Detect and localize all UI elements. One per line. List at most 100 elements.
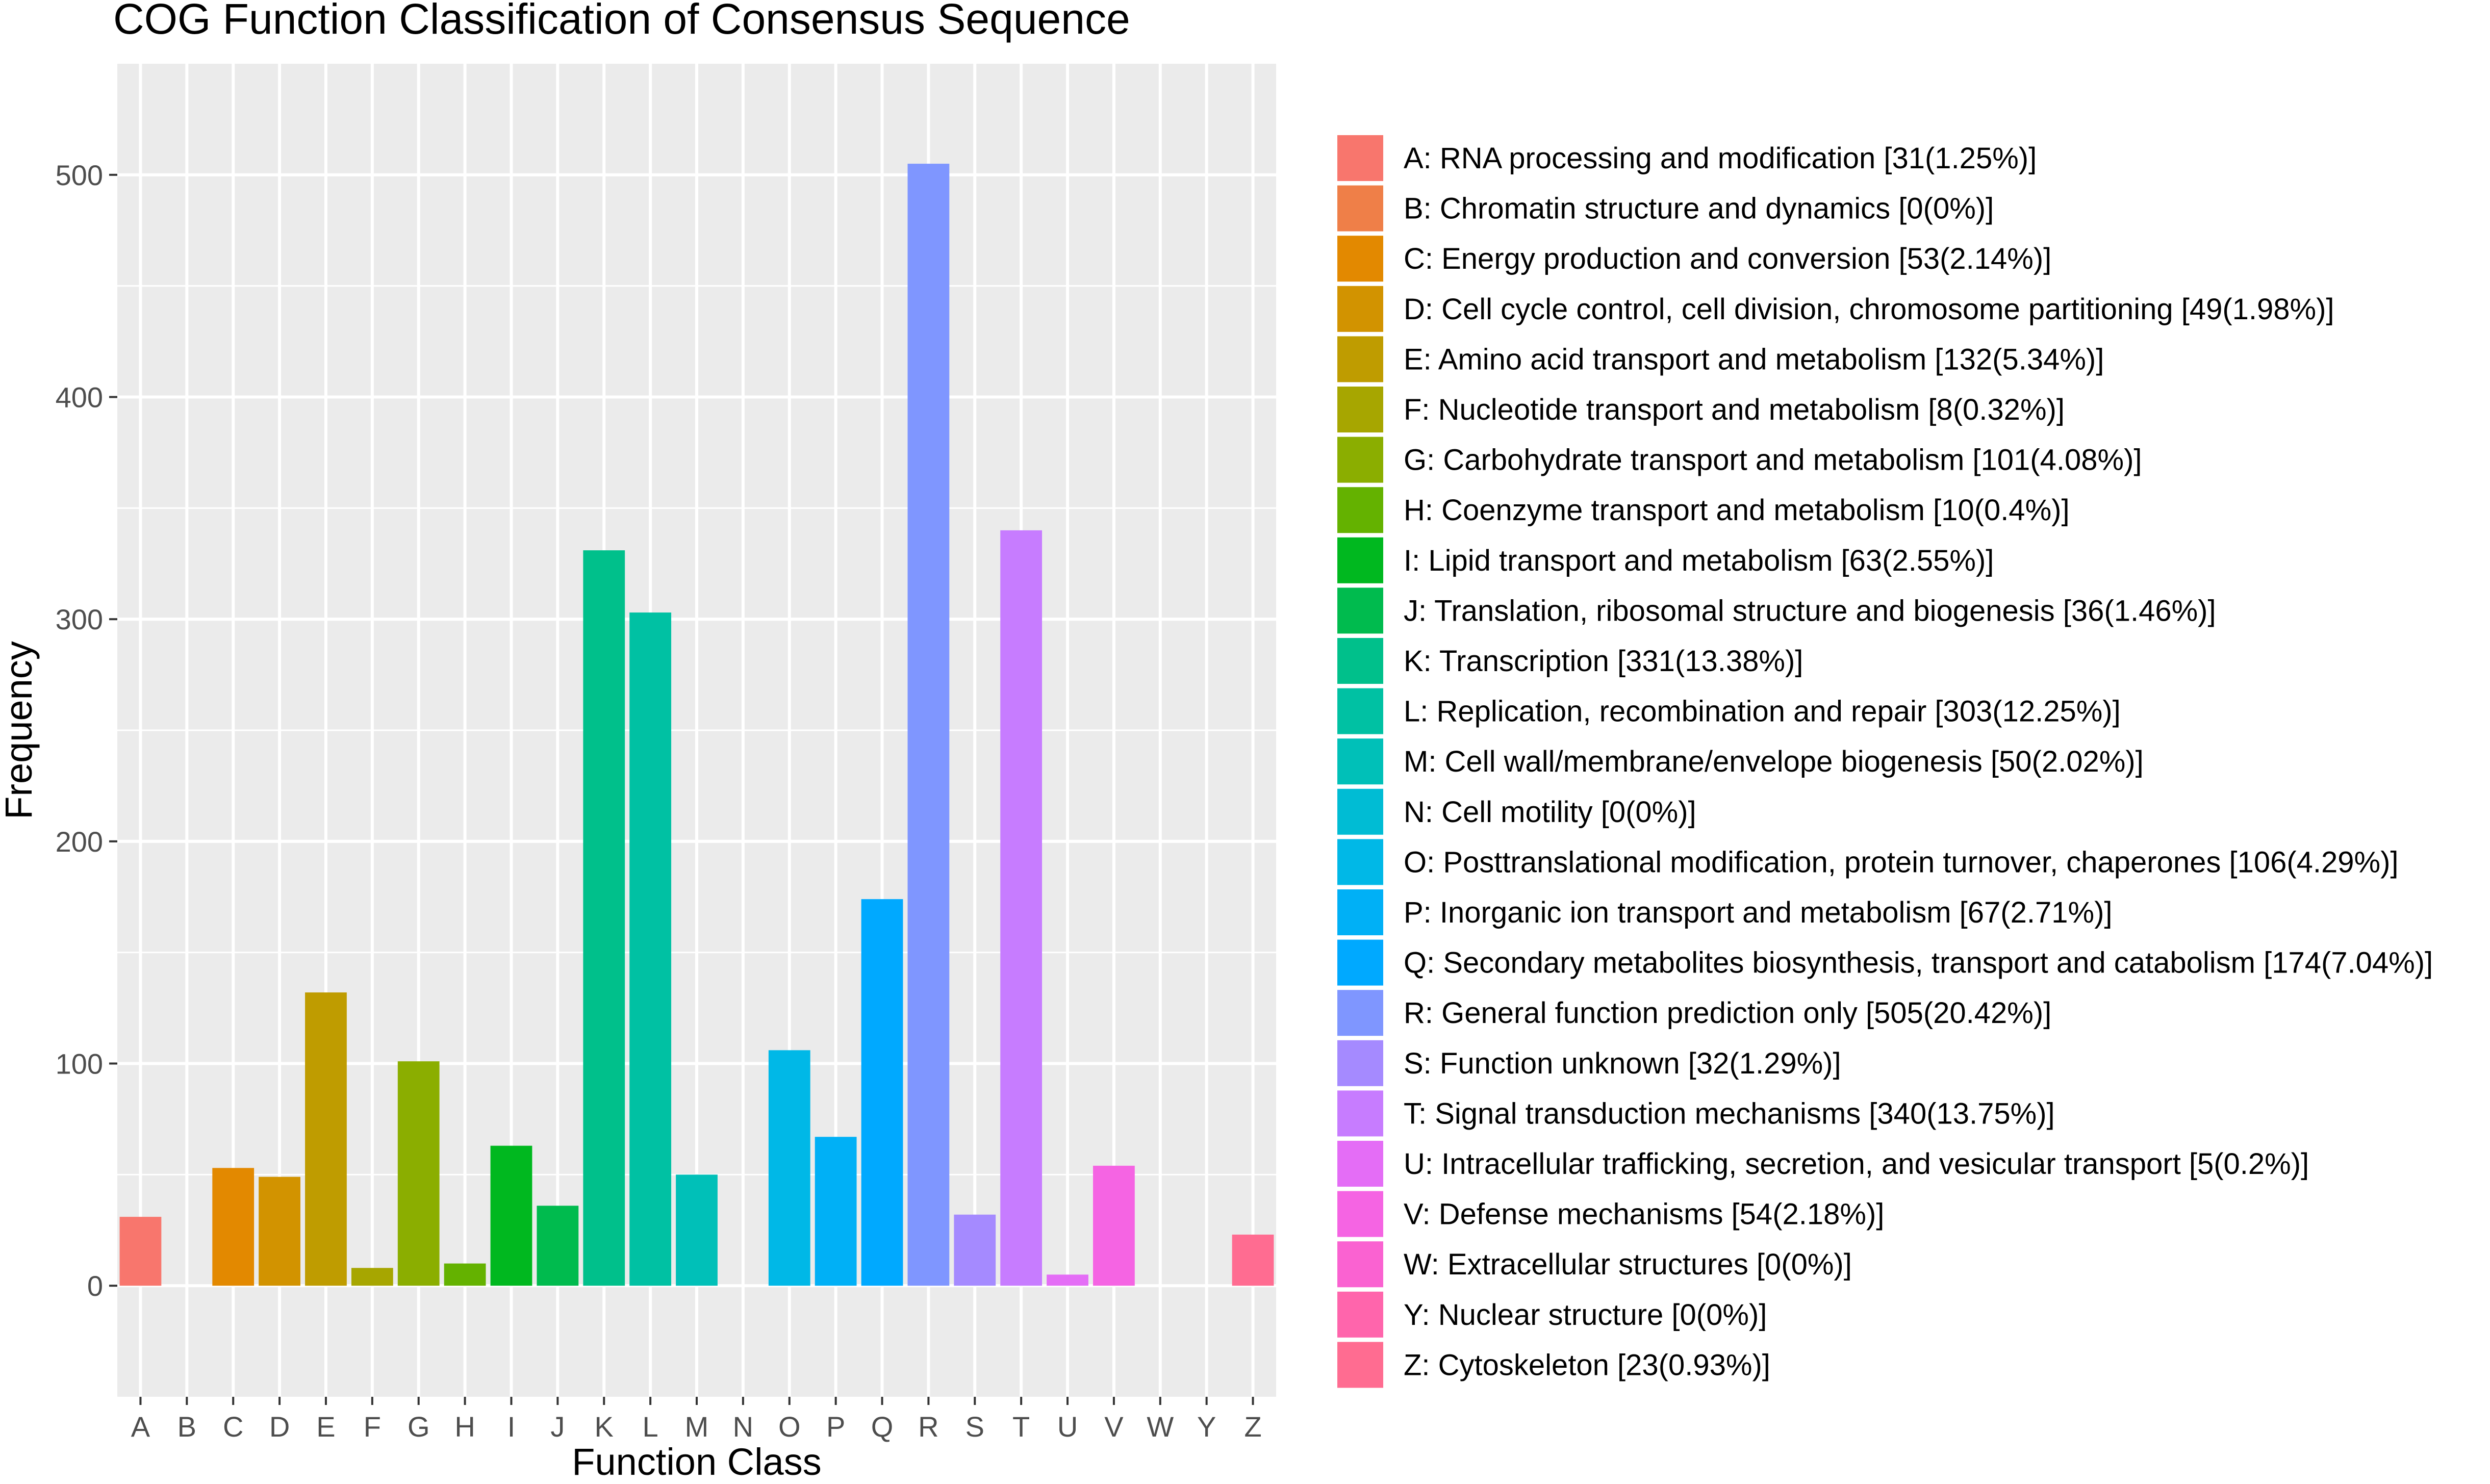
legend-key-F — [1337, 387, 1383, 432]
bar-R — [907, 164, 950, 1286]
legend-key-S — [1337, 1040, 1383, 1086]
bar-I — [490, 1145, 532, 1286]
bar-Z — [1232, 1234, 1274, 1286]
legend-label-W: W: Extracellular structures [0(0%)] — [1404, 1248, 1852, 1281]
legend-key-P — [1337, 889, 1383, 935]
x-tick-label: F — [364, 1411, 381, 1443]
x-tick-label: D — [269, 1411, 290, 1443]
legend-label-H: H: Coenzyme transport and metabolism [10… — [1404, 494, 2070, 527]
legend-key-D — [1337, 286, 1383, 332]
legend-key-T — [1337, 1090, 1383, 1137]
legend-key-C — [1337, 236, 1383, 282]
bar-E — [305, 992, 347, 1286]
legend-key-M — [1337, 738, 1383, 785]
bar-S — [954, 1214, 996, 1286]
legend-key-G — [1337, 437, 1383, 483]
x-tick-label: C — [223, 1411, 243, 1443]
bars — [119, 164, 1274, 1286]
x-tick-label: R — [918, 1411, 938, 1443]
x-tick-label: Z — [1244, 1411, 1261, 1443]
x-tick-label: K — [595, 1411, 614, 1443]
legend-key-U — [1337, 1141, 1383, 1187]
legend-label-L: L: Replication, recombination and repair… — [1404, 695, 2121, 728]
legend-label-C: C: Energy production and conversion [53(… — [1404, 242, 2051, 275]
x-tick-label: P — [826, 1411, 845, 1443]
y-axis-title: Frequency — [0, 641, 40, 820]
legend-key-O — [1337, 839, 1383, 885]
x-tick-label: O — [778, 1411, 801, 1443]
x-tick-label: A — [131, 1411, 150, 1443]
legend-label-B: B: Chromatin structure and dynamics [0(0… — [1404, 192, 1994, 225]
bar-F — [351, 1268, 393, 1286]
bar-M — [676, 1174, 718, 1286]
bar-U — [1047, 1274, 1088, 1286]
legend-label-N: N: Cell motility [0(0%)] — [1404, 796, 1696, 829]
x-tick-label: B — [177, 1411, 196, 1443]
legend-key-R — [1337, 990, 1383, 1036]
x-tick-label: M — [685, 1411, 709, 1443]
legend-key-H — [1337, 487, 1383, 533]
x-tick-label: G — [408, 1411, 430, 1443]
legend-label-Q: Q: Secondary metabolites biosynthesis, t… — [1404, 946, 2433, 980]
legend-label-F: F: Nucleotide transport and metabolism [… — [1404, 393, 2065, 426]
legend-label-J: J: Translation, ribosomal structure and … — [1404, 594, 2216, 627]
legend-label-M: M: Cell wall/membrane/envelope biogenesi… — [1404, 745, 2144, 778]
legend-key-W — [1337, 1241, 1383, 1288]
legend-key-A — [1337, 135, 1383, 181]
bar-D — [259, 1176, 300, 1286]
legend-label-U: U: Intracellular trafficking, secretion,… — [1404, 1147, 2309, 1181]
legend-label-D: D: Cell cycle control, cell division, ch… — [1404, 293, 2334, 326]
legend-key-E — [1337, 336, 1383, 382]
x-tick-label: I — [507, 1411, 516, 1443]
legend-key-B — [1337, 185, 1383, 232]
bar-H — [444, 1263, 486, 1286]
x-tick-label: U — [1057, 1411, 1078, 1443]
legend-key-K — [1337, 638, 1383, 684]
x-tick-label: Y — [1197, 1411, 1216, 1443]
legend-key-L — [1337, 688, 1383, 734]
legend-key-Y — [1337, 1291, 1383, 1338]
legend-label-I: I: Lipid transport and metabolism [63(2.… — [1404, 544, 1994, 577]
legend-label-E: E: Amino acid transport and metabolism [… — [1404, 343, 2104, 376]
x-tick-label: W — [1147, 1411, 1174, 1443]
x-tick-label: J — [550, 1411, 565, 1443]
bar-Q — [861, 899, 903, 1286]
legend-key-V — [1337, 1191, 1383, 1237]
x-tick-label: V — [1104, 1411, 1124, 1443]
axes: 0 100 200 300 400 500 A B C D E F G H I J K L M N O P Q R S T U V W Y… — [56, 159, 1262, 1443]
legend-label-Y: Y: Nuclear structure [0(0%)] — [1404, 1298, 1767, 1332]
legend-label-K: K: Transcription [331(13.38%)] — [1404, 645, 1803, 678]
legend-label-T: T: Signal transduction mechanisms [340(1… — [1404, 1097, 2055, 1130]
bar-T — [1000, 530, 1043, 1286]
legend-key-J — [1337, 587, 1383, 634]
legend-key-N — [1337, 788, 1383, 835]
x-axis-title: Function Class — [572, 1441, 821, 1483]
y-tick-label: 200 — [56, 826, 103, 858]
legend-label-G: G: Carbohydrate transport and metabolism… — [1404, 444, 2142, 477]
x-tick-label: S — [965, 1411, 984, 1443]
bar-G — [397, 1061, 440, 1286]
bar-V — [1093, 1165, 1135, 1286]
y-tick-label: 100 — [56, 1048, 103, 1080]
y-tick-label: 0 — [87, 1270, 103, 1302]
legend-label-O: O: Posttranslational modification, prote… — [1404, 846, 2399, 879]
y-tick-label: 400 — [56, 381, 103, 414]
legend-label-V: V: Defense mechanisms [54(2.18%)] — [1404, 1198, 1884, 1231]
chart-title: COG Function Classification of Consensus… — [113, 0, 1130, 43]
x-tick-label: L — [643, 1411, 658, 1443]
legend-key-Q — [1337, 939, 1383, 986]
x-tick-label: Q — [871, 1411, 894, 1443]
legend-label-S: S: Function unknown [32(1.29%)] — [1404, 1047, 1841, 1080]
x-tick-label: N — [733, 1411, 753, 1443]
x-tick-label: T — [1012, 1411, 1030, 1443]
legend-label-Z: Z: Cytoskeleton [23(0.93%)] — [1404, 1348, 1770, 1381]
legend-label-P: P: Inorganic ion transport and metabolis… — [1404, 896, 2113, 929]
y-tick-label: 500 — [56, 159, 103, 191]
bar-L — [629, 612, 672, 1286]
bar-P — [815, 1137, 857, 1286]
x-tick-label: H — [454, 1411, 475, 1443]
bar-O — [768, 1050, 810, 1286]
bar-A — [119, 1217, 162, 1286]
x-tick-label: E — [316, 1411, 335, 1443]
